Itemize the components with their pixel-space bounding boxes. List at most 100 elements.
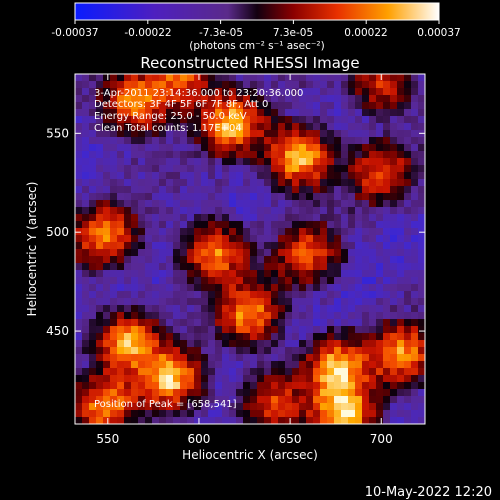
heatmap-cell	[215, 284, 223, 292]
heatmap-cell	[131, 214, 139, 222]
heatmap-cell	[82, 396, 90, 404]
heatmap-cell	[89, 186, 97, 194]
heatmap-cell	[306, 144, 314, 152]
heatmap-cell	[152, 326, 160, 334]
heatmap-cell	[96, 88, 104, 96]
heatmap-cell	[131, 179, 139, 187]
heatmap-cell	[194, 88, 202, 96]
heatmap-cell	[306, 221, 314, 229]
heatmap-cell	[229, 403, 237, 411]
heatmap-cell	[369, 319, 377, 327]
heatmap-cell	[411, 277, 419, 285]
heatmap-cell	[208, 179, 216, 187]
heatmap-cell	[390, 186, 398, 194]
heatmap-cell	[257, 312, 265, 320]
heatmap-cell	[397, 410, 405, 418]
heatmap-cell	[327, 172, 335, 180]
heatmap-cell	[404, 165, 412, 173]
heatmap-cell	[187, 298, 195, 306]
heatmap-cell	[397, 221, 405, 229]
heatmap-cell	[348, 333, 356, 341]
heatmap-cell	[103, 417, 111, 424]
heatmap-cell	[257, 396, 265, 404]
heatmap-cell	[117, 144, 125, 152]
heatmap-cell	[257, 228, 265, 236]
heatmap-cell	[110, 291, 118, 299]
heatmap-cell	[355, 382, 363, 390]
heatmap-cell	[166, 235, 174, 243]
heatmap-cell	[362, 305, 370, 313]
heatmap-cell	[117, 116, 125, 124]
heatmap-cell	[229, 389, 237, 397]
heatmap-cell	[208, 186, 216, 194]
heatmap-cell	[75, 277, 83, 285]
heatmap-cell	[306, 340, 314, 348]
heatmap-cell	[390, 228, 398, 236]
heatmap-cell	[257, 326, 265, 334]
heatmap-cell	[320, 319, 328, 327]
heatmap-cell	[96, 95, 104, 103]
heatmap-cell	[411, 333, 419, 341]
heatmap-cell	[222, 354, 230, 362]
heatmap-cell	[75, 249, 83, 257]
heatmap-cell	[320, 382, 328, 390]
heatmap-cell	[215, 333, 223, 341]
heatmap-cell	[131, 382, 139, 390]
heatmap-cell	[341, 375, 349, 383]
heatmap-cell	[320, 298, 328, 306]
heatmap-cell	[292, 109, 300, 117]
heatmap-cell	[166, 88, 174, 96]
heatmap-cell	[299, 242, 307, 250]
heatmap-cell	[348, 263, 356, 271]
heatmap-cell	[264, 151, 272, 159]
heatmap-cell	[166, 81, 174, 89]
heatmap-cell	[243, 200, 251, 208]
heatmap-cell	[334, 221, 342, 229]
heatmap-cell	[103, 95, 111, 103]
heatmap-cell	[292, 375, 300, 383]
heatmap-cell	[82, 88, 90, 96]
heatmap-cell	[229, 116, 237, 124]
heatmap-cell	[131, 389, 139, 397]
heatmap-cell	[194, 151, 202, 159]
heatmap-cell	[264, 130, 272, 138]
heatmap-cell	[138, 354, 146, 362]
heatmap-cell	[131, 284, 139, 292]
heatmap-cell	[75, 347, 83, 355]
heatmap-cell	[145, 368, 153, 376]
heatmap-cell	[131, 354, 139, 362]
heatmap-cell	[327, 354, 335, 362]
heatmap-cell	[110, 200, 118, 208]
heatmap-cell	[306, 207, 314, 215]
heatmap-cell	[82, 200, 90, 208]
heatmap-cell	[404, 193, 412, 201]
heatmap-cell	[110, 333, 118, 341]
heatmap-cell	[222, 123, 230, 131]
heatmap-cell	[159, 221, 167, 229]
heatmap-cell	[327, 151, 335, 159]
heatmap-cell	[159, 235, 167, 243]
heatmap-cell	[187, 158, 195, 166]
heatmap-cell	[138, 214, 146, 222]
heatmap-cell	[96, 333, 104, 341]
heatmap-cell	[243, 312, 251, 320]
heatmap-cell	[250, 172, 258, 180]
heatmap-cell	[320, 172, 328, 180]
heatmap-cell	[313, 270, 321, 278]
heatmap-cell	[103, 354, 111, 362]
heatmap-cell	[292, 326, 300, 334]
heatmap-cell	[131, 81, 139, 89]
heatmap-cell	[236, 193, 244, 201]
heatmap-cell	[110, 81, 118, 89]
heatmap-cell	[341, 221, 349, 229]
heatmap-cell	[89, 144, 97, 152]
heatmap-cell	[243, 144, 251, 152]
heatmap-cell	[117, 242, 125, 250]
heatmap-cell	[124, 326, 132, 334]
heatmap-cell	[215, 389, 223, 397]
heatmap-cell	[96, 81, 104, 89]
heatmap-cell	[222, 116, 230, 124]
heatmap-cell	[404, 74, 412, 82]
heatmap-cell	[362, 312, 370, 320]
heatmap-cell	[327, 242, 335, 250]
